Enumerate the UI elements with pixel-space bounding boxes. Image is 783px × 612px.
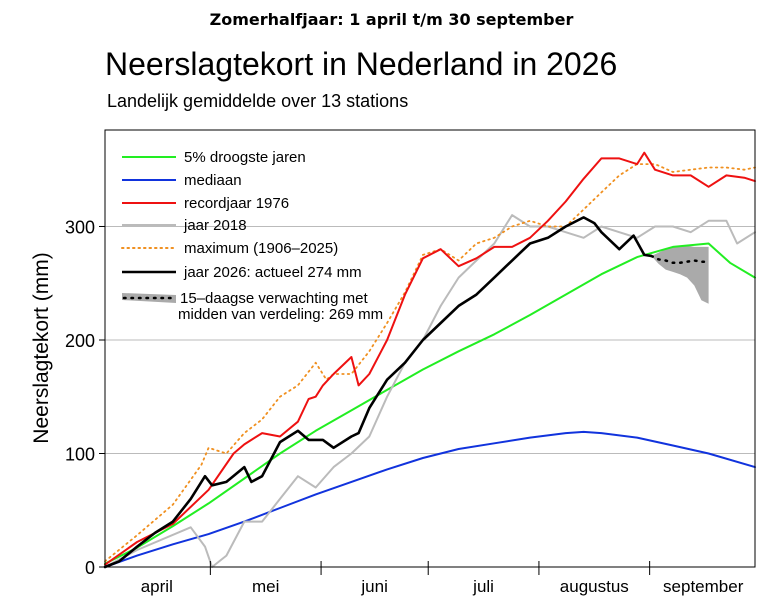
chart-subtitle: Landelijk gemiddelde over 13 stations [107,91,409,111]
y-tick-label: 0 [85,558,95,578]
legend-label-forecast-line2: midden van verdeling: 269 mm [178,306,383,323]
axis-layer: 0 100 200 300 april mei juni juli augustus septem… [65,217,744,596]
series-line-p5 [104,242,756,565]
legend-label-p5: 5% droogste jaren [184,149,306,166]
forecast-band-layer [651,245,709,304]
month-label: september [663,577,744,596]
season-header: Zomerhalfjaar: 1 april t/m 30 september [209,10,574,29]
legend-label-max: maximum (1906–2025) [184,240,338,257]
y-axis-label: Neerslagtekort (mm) [30,252,53,443]
series-line-2026 [103,216,653,569]
legend: 5% droogste jaren mediaan recordjaar 1976 j… [121,149,383,323]
legend-label-forecast: 15–daagse verwachting met [180,290,368,307]
plot-frame [104,129,756,568]
series-line-forecast [650,254,710,265]
series-line-median [104,430,756,568]
chart-title: Neerslagtekort in Nederland in 2026 [105,46,618,82]
y-tick-label: 300 [65,217,95,237]
month-label: april [141,577,173,596]
forecast-band [651,245,709,304]
month-label: augustus [560,577,629,596]
y-tick-label: 100 [65,444,95,464]
y-tick-label: 200 [65,331,95,351]
grid-lines [105,225,755,454]
legend-label-2018: jaar 2018 [183,217,247,234]
series-line-1976 [104,151,756,566]
series-line-2018 [104,214,756,568]
series-layer [103,151,756,569]
month-label: juli [472,577,494,596]
month-label: mei [252,577,279,596]
legend-label-2026: jaar 2026: actueel 274 mm [183,264,362,281]
month-label: juni [360,577,387,596]
legend-label-1976: recordjaar 1976 [184,195,289,212]
legend-label-median: mediaan [184,172,242,189]
